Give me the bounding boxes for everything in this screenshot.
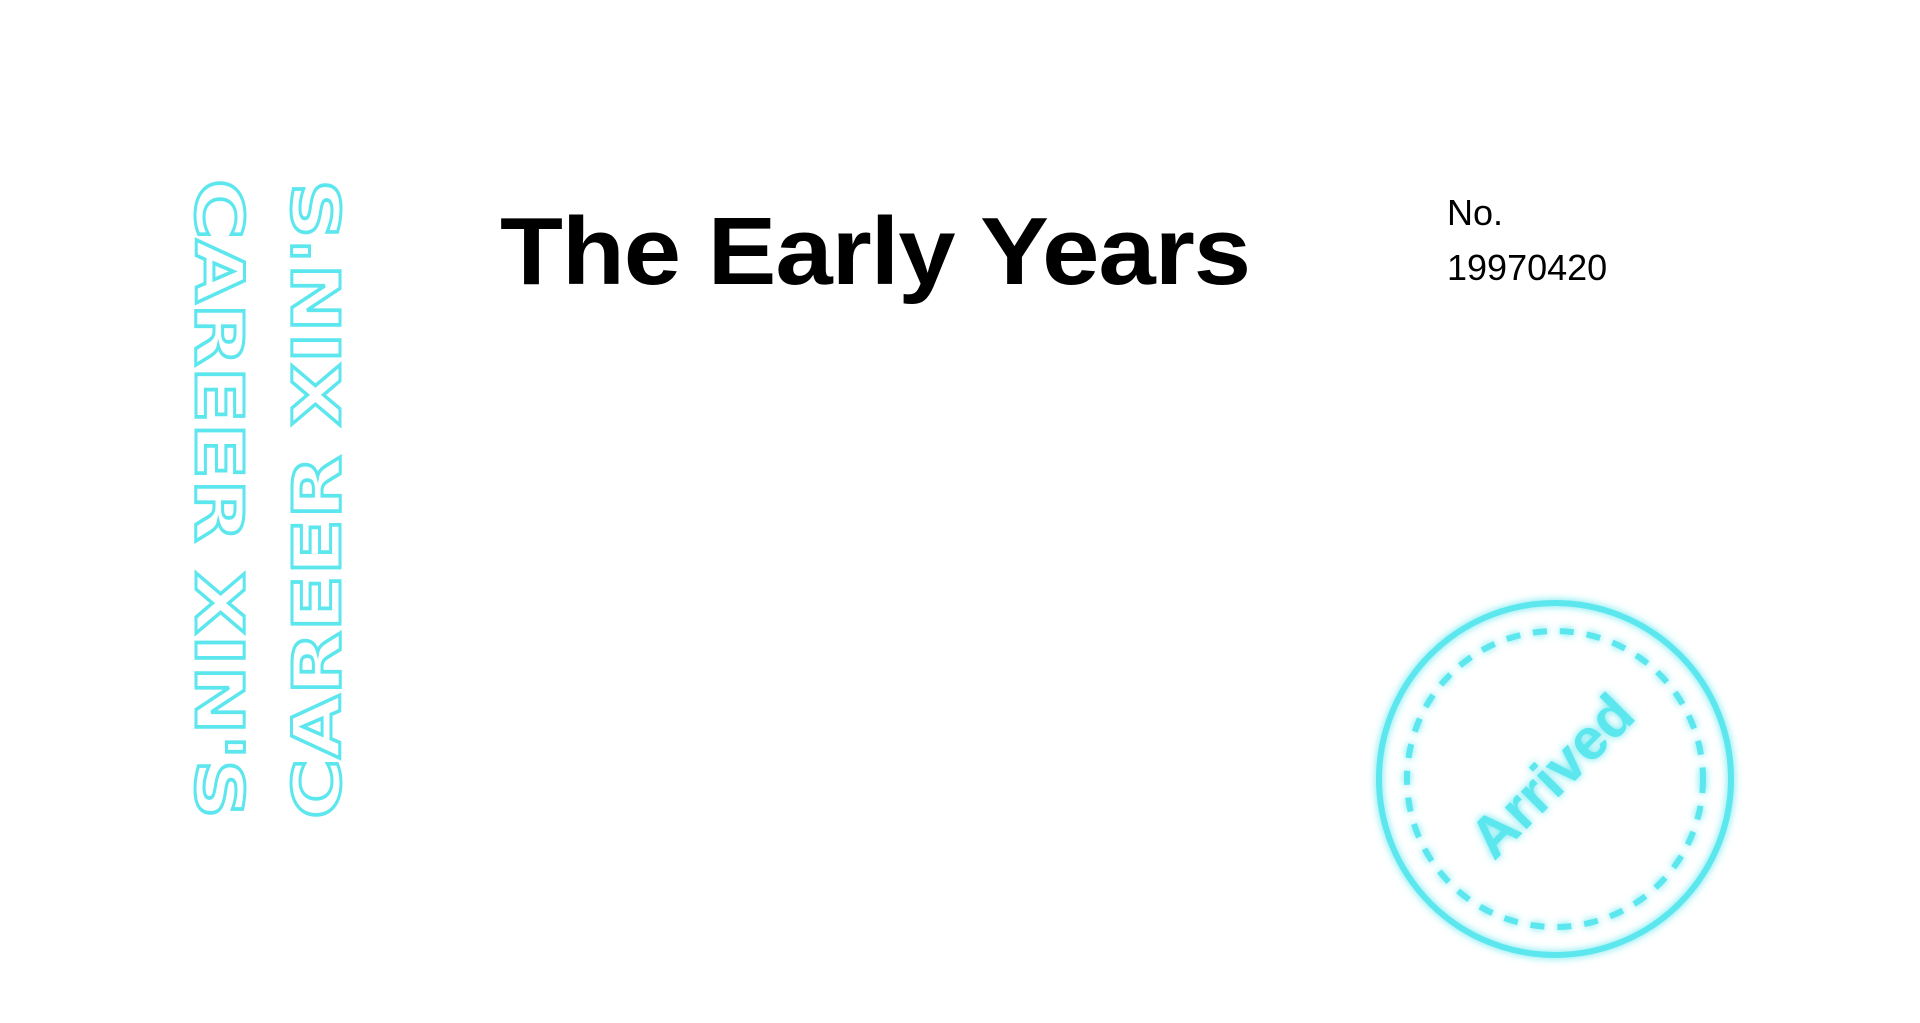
title: The Early Years	[500, 198, 1250, 305]
stamp-text: Arrived	[1457, 681, 1647, 871]
stamp-dashed-ring	[1404, 628, 1706, 930]
stamp-ring	[1376, 600, 1734, 958]
stamp: Arrived	[1376, 600, 1734, 958]
side-text: CAREER XIN'S	[180, 179, 257, 819]
number-label: No.	[1447, 192, 1503, 233]
number: 19970420	[1447, 247, 1607, 288]
side-text: CAREER XIN'S	[279, 179, 356, 819]
